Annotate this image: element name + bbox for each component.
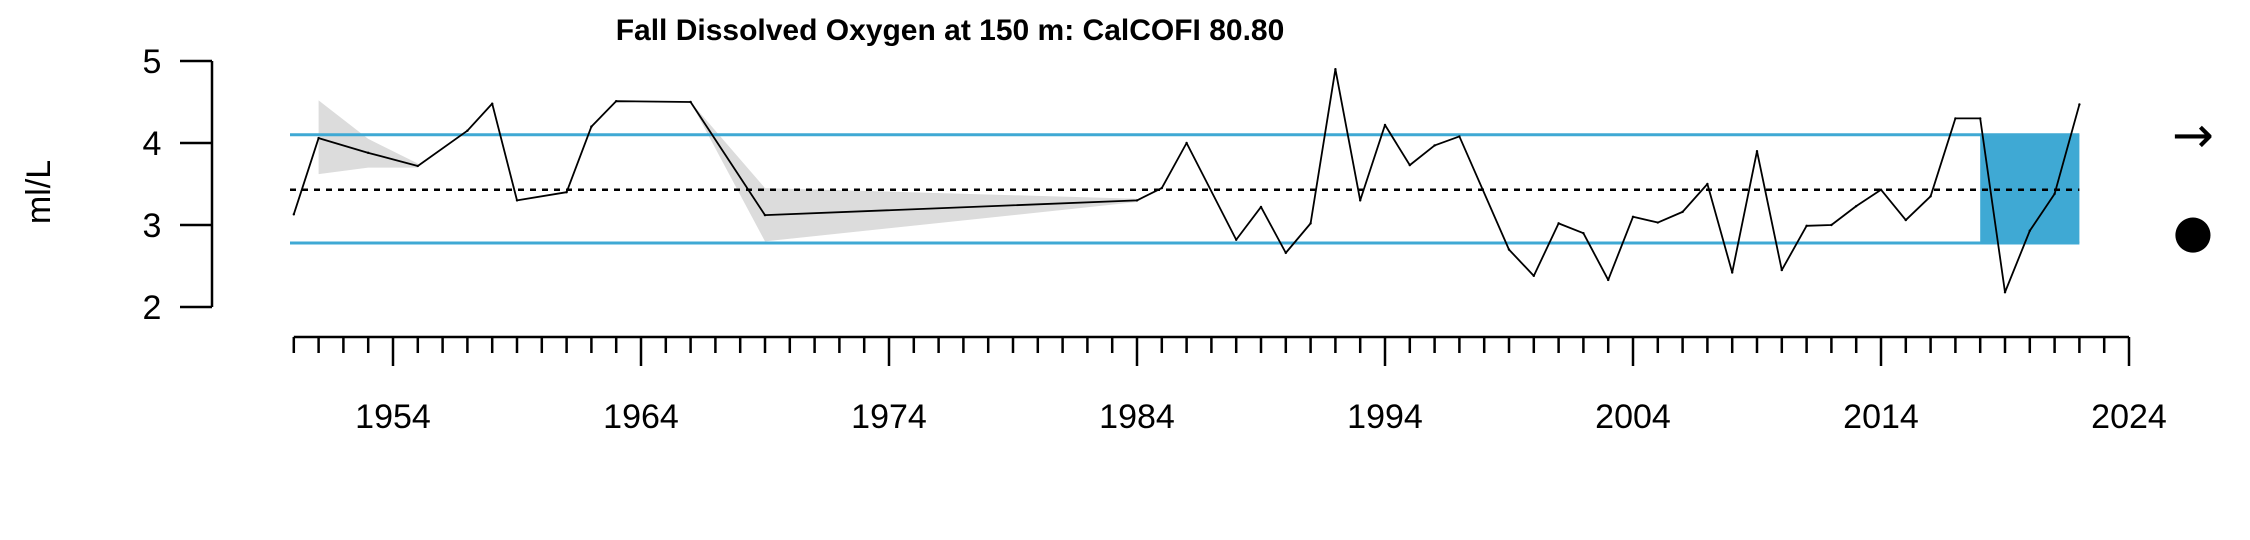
data-point (1631, 215, 1635, 218)
series-line (292, 68, 2081, 294)
data-point (1458, 135, 1461, 138)
data-point (1656, 221, 1660, 224)
data-point (1607, 278, 1610, 282)
data-point (1235, 238, 1238, 241)
data-point (1582, 232, 1585, 235)
data-point (1507, 248, 1511, 251)
uncertainty-layer (318, 100, 1137, 242)
data-point (1359, 199, 1362, 202)
x-tick-label: 1994 (1347, 398, 1423, 436)
data-point (1780, 268, 1784, 272)
data-point (1135, 199, 1139, 202)
data-point (515, 199, 519, 202)
data-point (2053, 192, 2056, 196)
y-tick-label: 3 (143, 207, 162, 245)
y-tick-label: 4 (143, 125, 162, 163)
data-point (615, 99, 618, 103)
data-point (1309, 222, 1312, 225)
data-point (416, 164, 419, 168)
x-tick-label: 2014 (1843, 398, 1919, 436)
uncertainty-band-0 (318, 100, 418, 175)
data-point (1383, 123, 1387, 127)
y-tick-label: 5 (143, 43, 162, 81)
data-point (689, 100, 692, 104)
data-point (1954, 117, 1957, 120)
data-point (1855, 204, 1858, 208)
data-point (1334, 68, 1337, 71)
data-point (1904, 218, 1908, 222)
y-axis-label: ml/L (20, 160, 58, 224)
plot-area (290, 68, 2081, 294)
data-point (466, 129, 469, 132)
data-point (292, 213, 295, 216)
x-tick-label: 1964 (603, 398, 679, 436)
y-tick-label: 2 (143, 289, 162, 327)
data-point (367, 151, 370, 155)
data-point (317, 136, 320, 140)
x-tick-label: 1954 (355, 398, 431, 436)
data-point (1408, 163, 1412, 167)
x-axis: 1954 1964 1974 1984 1994 2004 2014 2024 (292, 335, 2167, 436)
x-tick-label: 1984 (1099, 398, 1175, 436)
data-point (1755, 150, 1759, 153)
x-tick-label: 2024 (2091, 398, 2167, 436)
data-point (1979, 117, 1982, 120)
data-point (1284, 251, 1288, 255)
data-point (2028, 229, 2032, 232)
data-point (1160, 186, 1164, 190)
data-point (1433, 144, 1436, 147)
data-point (2003, 291, 2007, 294)
x-tick-label: 1974 (851, 398, 927, 436)
data-point (1681, 210, 1684, 214)
data-point (1929, 195, 1932, 198)
x-tick-label: 2004 (1595, 398, 1671, 436)
status-dot-icon: ● (2173, 204, 2213, 258)
data-point (1259, 205, 1263, 209)
data-point (590, 125, 593, 128)
data-point (1805, 224, 1808, 228)
data-point (1830, 223, 1833, 227)
data-point (1879, 188, 1883, 191)
data-point (1557, 222, 1560, 225)
reference-lines-layer (290, 133, 2080, 245)
data-point (1731, 271, 1734, 274)
data-point (763, 213, 767, 217)
uncertainty-band-1 (690, 102, 1137, 242)
trend-arrow-icon: → (2172, 106, 2214, 164)
data-point (565, 191, 568, 194)
data-point (491, 102, 494, 105)
y-axis: 2 3 4 5 (143, 43, 214, 327)
data-point (1532, 274, 1536, 278)
data-point (2078, 103, 2081, 106)
data-point (1706, 182, 1709, 186)
data-point (1185, 141, 1188, 145)
chart-title: Fall Dissolved Oxygen at 150 m: CalCOFI … (616, 14, 1285, 47)
series-layer (292, 68, 2081, 294)
